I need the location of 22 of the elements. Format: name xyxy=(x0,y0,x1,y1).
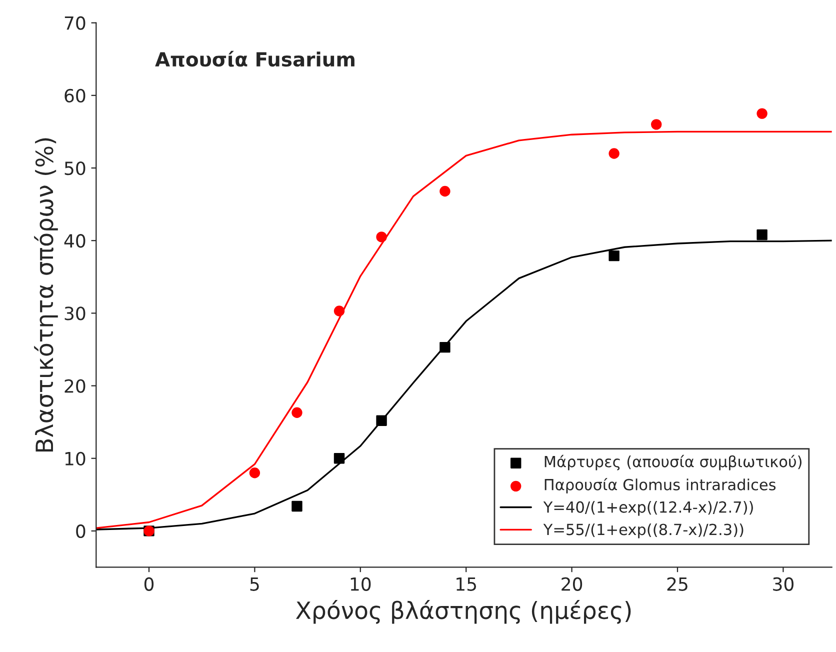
x-tick-label: 25 xyxy=(667,577,688,591)
y-tick-label: 30 xyxy=(64,306,86,320)
legend-label: Παρουσία Glomus intraradices xyxy=(544,478,776,494)
x-tick-label: 15 xyxy=(456,578,476,591)
x-axis-title: Χρόνος βλάστησης (ημέρες) xyxy=(296,600,631,624)
legend-label: Μάρτυρες (απουσία συμβιωτικού) xyxy=(544,454,802,470)
y-tick-label: 0 xyxy=(76,524,86,538)
y-tick-label: 60 xyxy=(64,88,86,103)
y-tick-label: 40 xyxy=(64,234,86,248)
annotation: Απουσία Fusarium xyxy=(155,50,354,67)
legend-label: Y=40/(1+exp((12.4-x)/2.7)) xyxy=(543,501,753,516)
x-tick-label: 30 xyxy=(773,577,794,591)
x-tick-label: 20 xyxy=(562,577,582,591)
x-tick-label: 0 xyxy=(144,577,154,591)
y-axis-title: Βλαστικότητα σπόρων (%) xyxy=(34,138,58,452)
x-tick-label: 5 xyxy=(250,578,259,591)
y-tick-label: 70 xyxy=(64,16,86,30)
y-tick-label: 50 xyxy=(64,161,86,176)
y-tick-label: 20 xyxy=(64,379,86,393)
x-tick-label: 10 xyxy=(350,577,371,591)
y-tick-label: 10 xyxy=(65,452,86,466)
legend-label: Y=55/(1+exp((8.7-x)/2.3)) xyxy=(543,523,744,538)
